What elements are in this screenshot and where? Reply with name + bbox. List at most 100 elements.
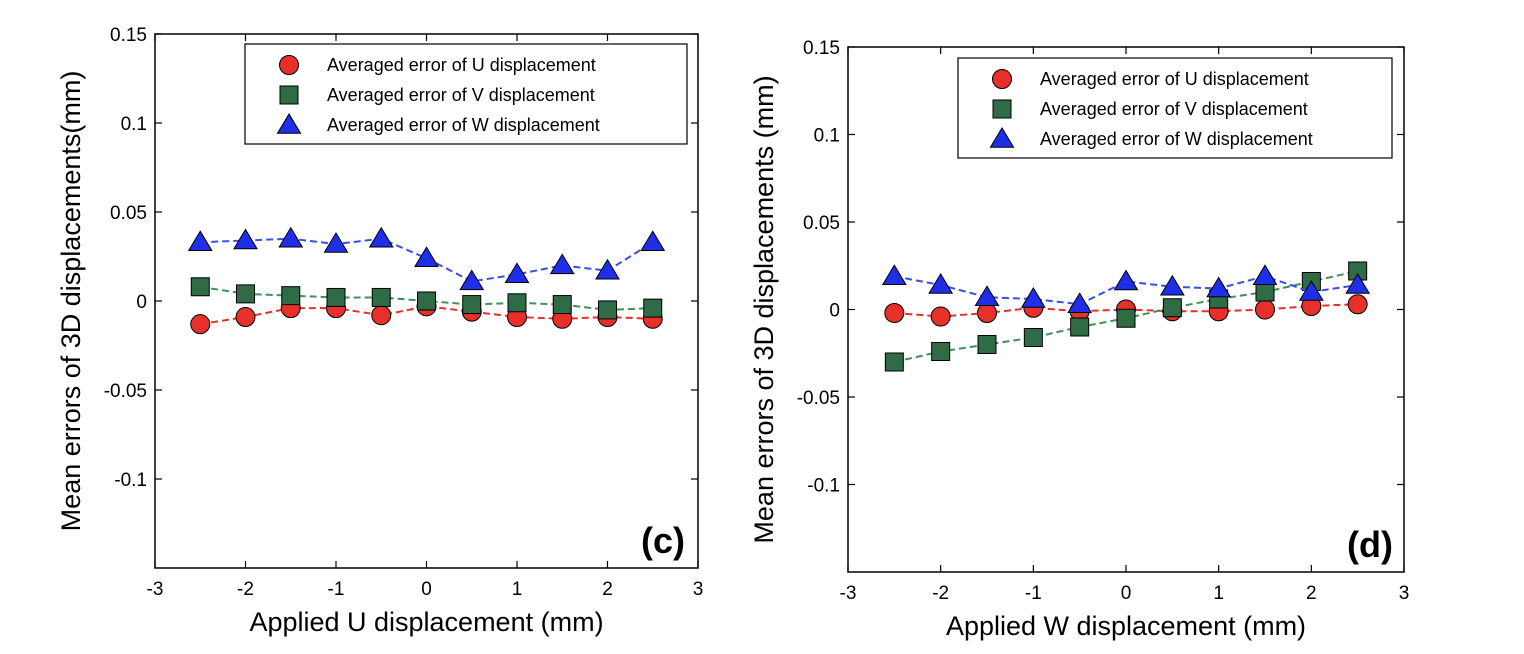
series-triangle — [881, 264, 1371, 313]
data-point — [1067, 292, 1093, 313]
x-tick-label: -2 — [932, 583, 949, 604]
data-point — [974, 285, 1000, 306]
data-point — [417, 291, 436, 311]
legend-marker — [279, 55, 299, 75]
data-point — [1347, 294, 1368, 315]
data-point — [326, 287, 346, 307]
data-point — [1162, 298, 1182, 318]
y-axis-label: Mean errors of 3D displacements (mm) — [749, 75, 779, 543]
y-tick-label: 0 — [829, 301, 840, 322]
y-tick-label: -0.05 — [104, 381, 147, 402]
x-tick-label: 0 — [421, 579, 432, 600]
data-point — [1020, 287, 1046, 308]
y-tick-label: 0.05 — [110, 203, 147, 224]
series-square — [190, 277, 663, 320]
x-axis-label: Applied U displacement (mm) — [249, 607, 603, 637]
x-tick-label: -3 — [147, 579, 164, 600]
legend: Averaged error of U displacement Averaged… — [957, 57, 1393, 159]
data-point — [1159, 274, 1185, 296]
series-line — [894, 275, 1358, 306]
x-axis-label: Applied W displacement (mm) — [946, 611, 1306, 641]
data-point — [371, 305, 392, 326]
data-point — [1023, 328, 1043, 347]
data-point — [233, 228, 258, 250]
legend-marker — [992, 69, 1012, 89]
y-tick-label: 0.1 — [814, 126, 840, 147]
data-point — [977, 303, 997, 323]
y-tick-label: 0 — [136, 292, 147, 313]
data-point — [1298, 280, 1324, 301]
legend-marker — [989, 127, 1015, 148]
x-tick-label: 3 — [1399, 583, 1410, 604]
legend-label: Averaged error of U displacement — [327, 55, 596, 75]
x-tick-label: 0 — [1121, 583, 1132, 604]
y-axis-label: Mean errors of 3D displacements(mm) — [56, 71, 86, 532]
panel-label: (c) — [641, 520, 685, 561]
data-point — [235, 307, 256, 328]
data-point — [190, 277, 210, 297]
legend-box — [244, 43, 688, 145]
data-point — [1113, 269, 1139, 291]
x-tick-label: 1 — [512, 579, 523, 600]
legend-label: Averaged error of W displacement — [327, 115, 600, 135]
data-point — [881, 264, 907, 285]
data-point — [462, 295, 482, 315]
data-point — [549, 253, 575, 275]
legend-label: Averaged error of W displacement — [1040, 129, 1313, 149]
y-tick-label: 0.15 — [803, 38, 840, 59]
series-line — [200, 305, 653, 326]
y-tick-label: 0.15 — [110, 25, 147, 46]
y-tick-label: 0.1 — [121, 114, 147, 135]
data-point — [414, 246, 439, 268]
x-tick-label: -3 — [840, 583, 857, 604]
legend-marker — [279, 85, 299, 105]
series-line — [200, 285, 653, 311]
x-tick-label: 3 — [693, 579, 704, 600]
data-point — [1252, 264, 1278, 285]
data-point — [371, 287, 391, 307]
legend: Averaged error of U displacement Averaged… — [244, 43, 688, 145]
data-point — [928, 273, 954, 294]
data-point — [930, 306, 951, 327]
x-tick-label: 2 — [602, 579, 613, 600]
data-point — [278, 226, 304, 248]
data-point — [236, 284, 255, 304]
data-point — [187, 230, 213, 252]
legend-label: Averaged error of V displacement — [327, 85, 595, 105]
data-point — [640, 230, 666, 252]
x-tick-label: -1 — [328, 579, 345, 600]
data-point — [459, 269, 485, 291]
data-point — [977, 335, 997, 354]
legend-box — [957, 57, 1393, 159]
data-point — [595, 258, 620, 280]
x-tick-label: 2 — [1306, 583, 1317, 604]
data-point — [323, 232, 349, 253]
x-tick-label: -2 — [237, 579, 254, 600]
data-point — [884, 352, 904, 372]
panel-label: (d) — [1347, 524, 1393, 565]
y-tick-label: -0.1 — [807, 476, 840, 497]
data-point — [281, 286, 301, 306]
data-point — [884, 303, 905, 323]
chart-panel-d: -3 -2 -1 0 1 2 3 -0.1 -0.05 0 0.05 0.1 0.15 Applied W… — [749, 38, 1409, 641]
legend-marker — [992, 99, 1012, 119]
data-point — [598, 300, 617, 320]
data-point — [931, 342, 951, 361]
data-point — [1070, 317, 1090, 337]
data-point — [1255, 299, 1275, 320]
data-point — [1206, 276, 1232, 298]
x-tick-label: -1 — [1025, 583, 1042, 604]
data-point — [552, 295, 572, 315]
data-point — [643, 298, 663, 318]
data-point — [368, 226, 394, 248]
legend-marker — [276, 113, 302, 134]
y-tick-label: -0.05 — [797, 388, 840, 409]
x-tick-label: 1 — [1213, 583, 1224, 604]
chart-panel-c: -3 -2 -1 0 1 2 3 -0.1 -0.05 0 0.05 0.1 0.15 Applied U… — [56, 25, 703, 637]
series-triangle — [187, 226, 666, 291]
legend-label: Averaged error of U displacement — [1040, 69, 1309, 89]
data-point — [1116, 308, 1136, 328]
data-point — [504, 262, 530, 284]
legend-label: Averaged error of V displacement — [1040, 99, 1308, 119]
